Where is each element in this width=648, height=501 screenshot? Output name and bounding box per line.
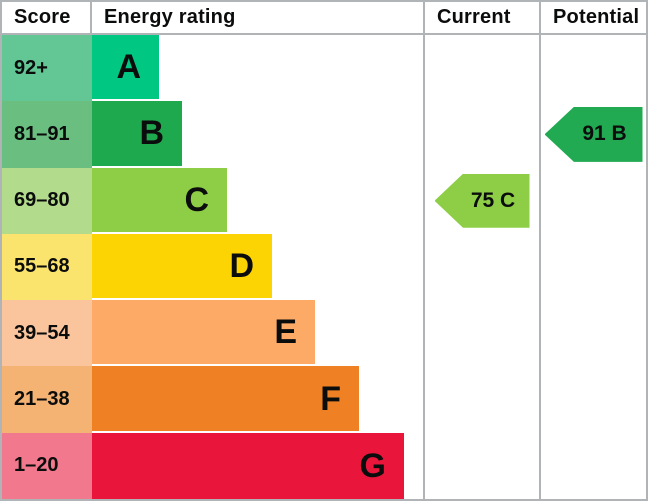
score-range-c: 69–80 [2, 167, 92, 234]
score-range-d: 55–68 [2, 233, 92, 301]
header-score: Score [2, 2, 92, 33]
band-bar-b: B [92, 101, 182, 166]
score-range-f: 21–38 [2, 366, 92, 433]
current-rating-arrow: 75 C [434, 173, 530, 228]
potential-rating-arrow: 91 B [544, 106, 643, 162]
band-row-e: 39–54 E [2, 300, 646, 367]
band-bar-f: F [92, 366, 359, 431]
band-row-f: 21–38 F [2, 366, 646, 433]
band-row-a: 92+ A [2, 35, 646, 102]
band-bar-e: E [92, 300, 315, 365]
band-bar-g: G [92, 432, 404, 499]
header-energy-rating: Energy rating [104, 6, 236, 28]
band-bar-d: D [92, 233, 272, 299]
band-row-g: 1–20 G [2, 432, 646, 499]
chart-header: Score Energy rating Current Potential [2, 2, 646, 35]
band-bar-c: C [92, 167, 227, 232]
score-range-g: 1–20 [2, 432, 92, 499]
header-potential: Potential [539, 2, 646, 33]
score-range-b: 81–91 [2, 101, 92, 168]
band-bar-a: A [92, 35, 159, 100]
band-row-b: 81–91 B 91 B [2, 101, 646, 168]
band-row-c: 69–80 C 75 C [2, 167, 646, 234]
score-range-e: 39–54 [2, 300, 92, 367]
header-current: Current [423, 2, 539, 33]
score-range-a: 92+ [2, 35, 92, 102]
band-row-d: 55–68 D [2, 233, 646, 301]
